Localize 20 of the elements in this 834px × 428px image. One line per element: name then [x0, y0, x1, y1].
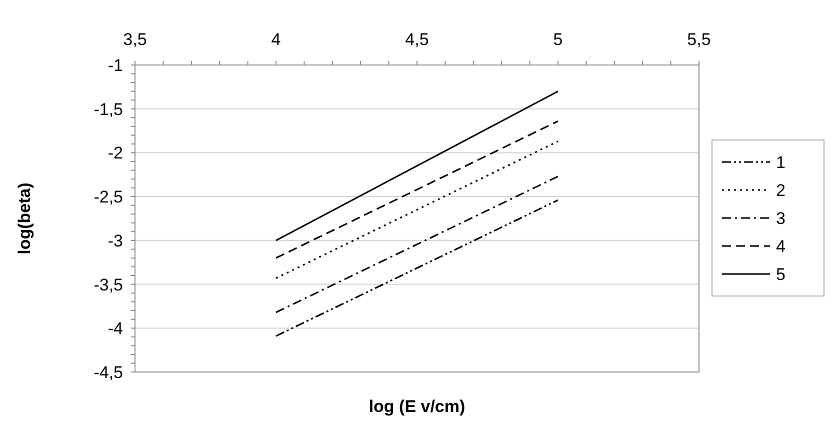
x-axis-title: log (E v/cm): [368, 397, 466, 416]
legend-label: 5: [776, 265, 786, 284]
y-axis-title: log(beta): [15, 182, 34, 254]
x-tick-label: 4: [271, 30, 281, 49]
y-tick-label: -2: [108, 144, 123, 163]
legend-label: 4: [776, 237, 786, 256]
y-tick-label: -3,5: [94, 275, 123, 294]
y-tick-label: -1,5: [94, 100, 123, 119]
legend-label: 2: [776, 181, 786, 200]
legend-label: 1: [776, 153, 786, 172]
x-tick-label: 4,5: [405, 30, 429, 49]
y-tick-label: -2,5: [94, 188, 123, 207]
x-tick-label: 5,5: [687, 30, 711, 49]
y-tick-label: -1: [108, 56, 123, 75]
y-tick-label: -4,5: [94, 363, 123, 382]
legend-label: 3: [776, 209, 786, 228]
x-tick-label: 3,5: [123, 30, 147, 49]
x-tick-label: 5: [553, 30, 563, 49]
y-tick-label: -4: [108, 319, 123, 338]
y-tick-label: -3: [108, 231, 123, 250]
